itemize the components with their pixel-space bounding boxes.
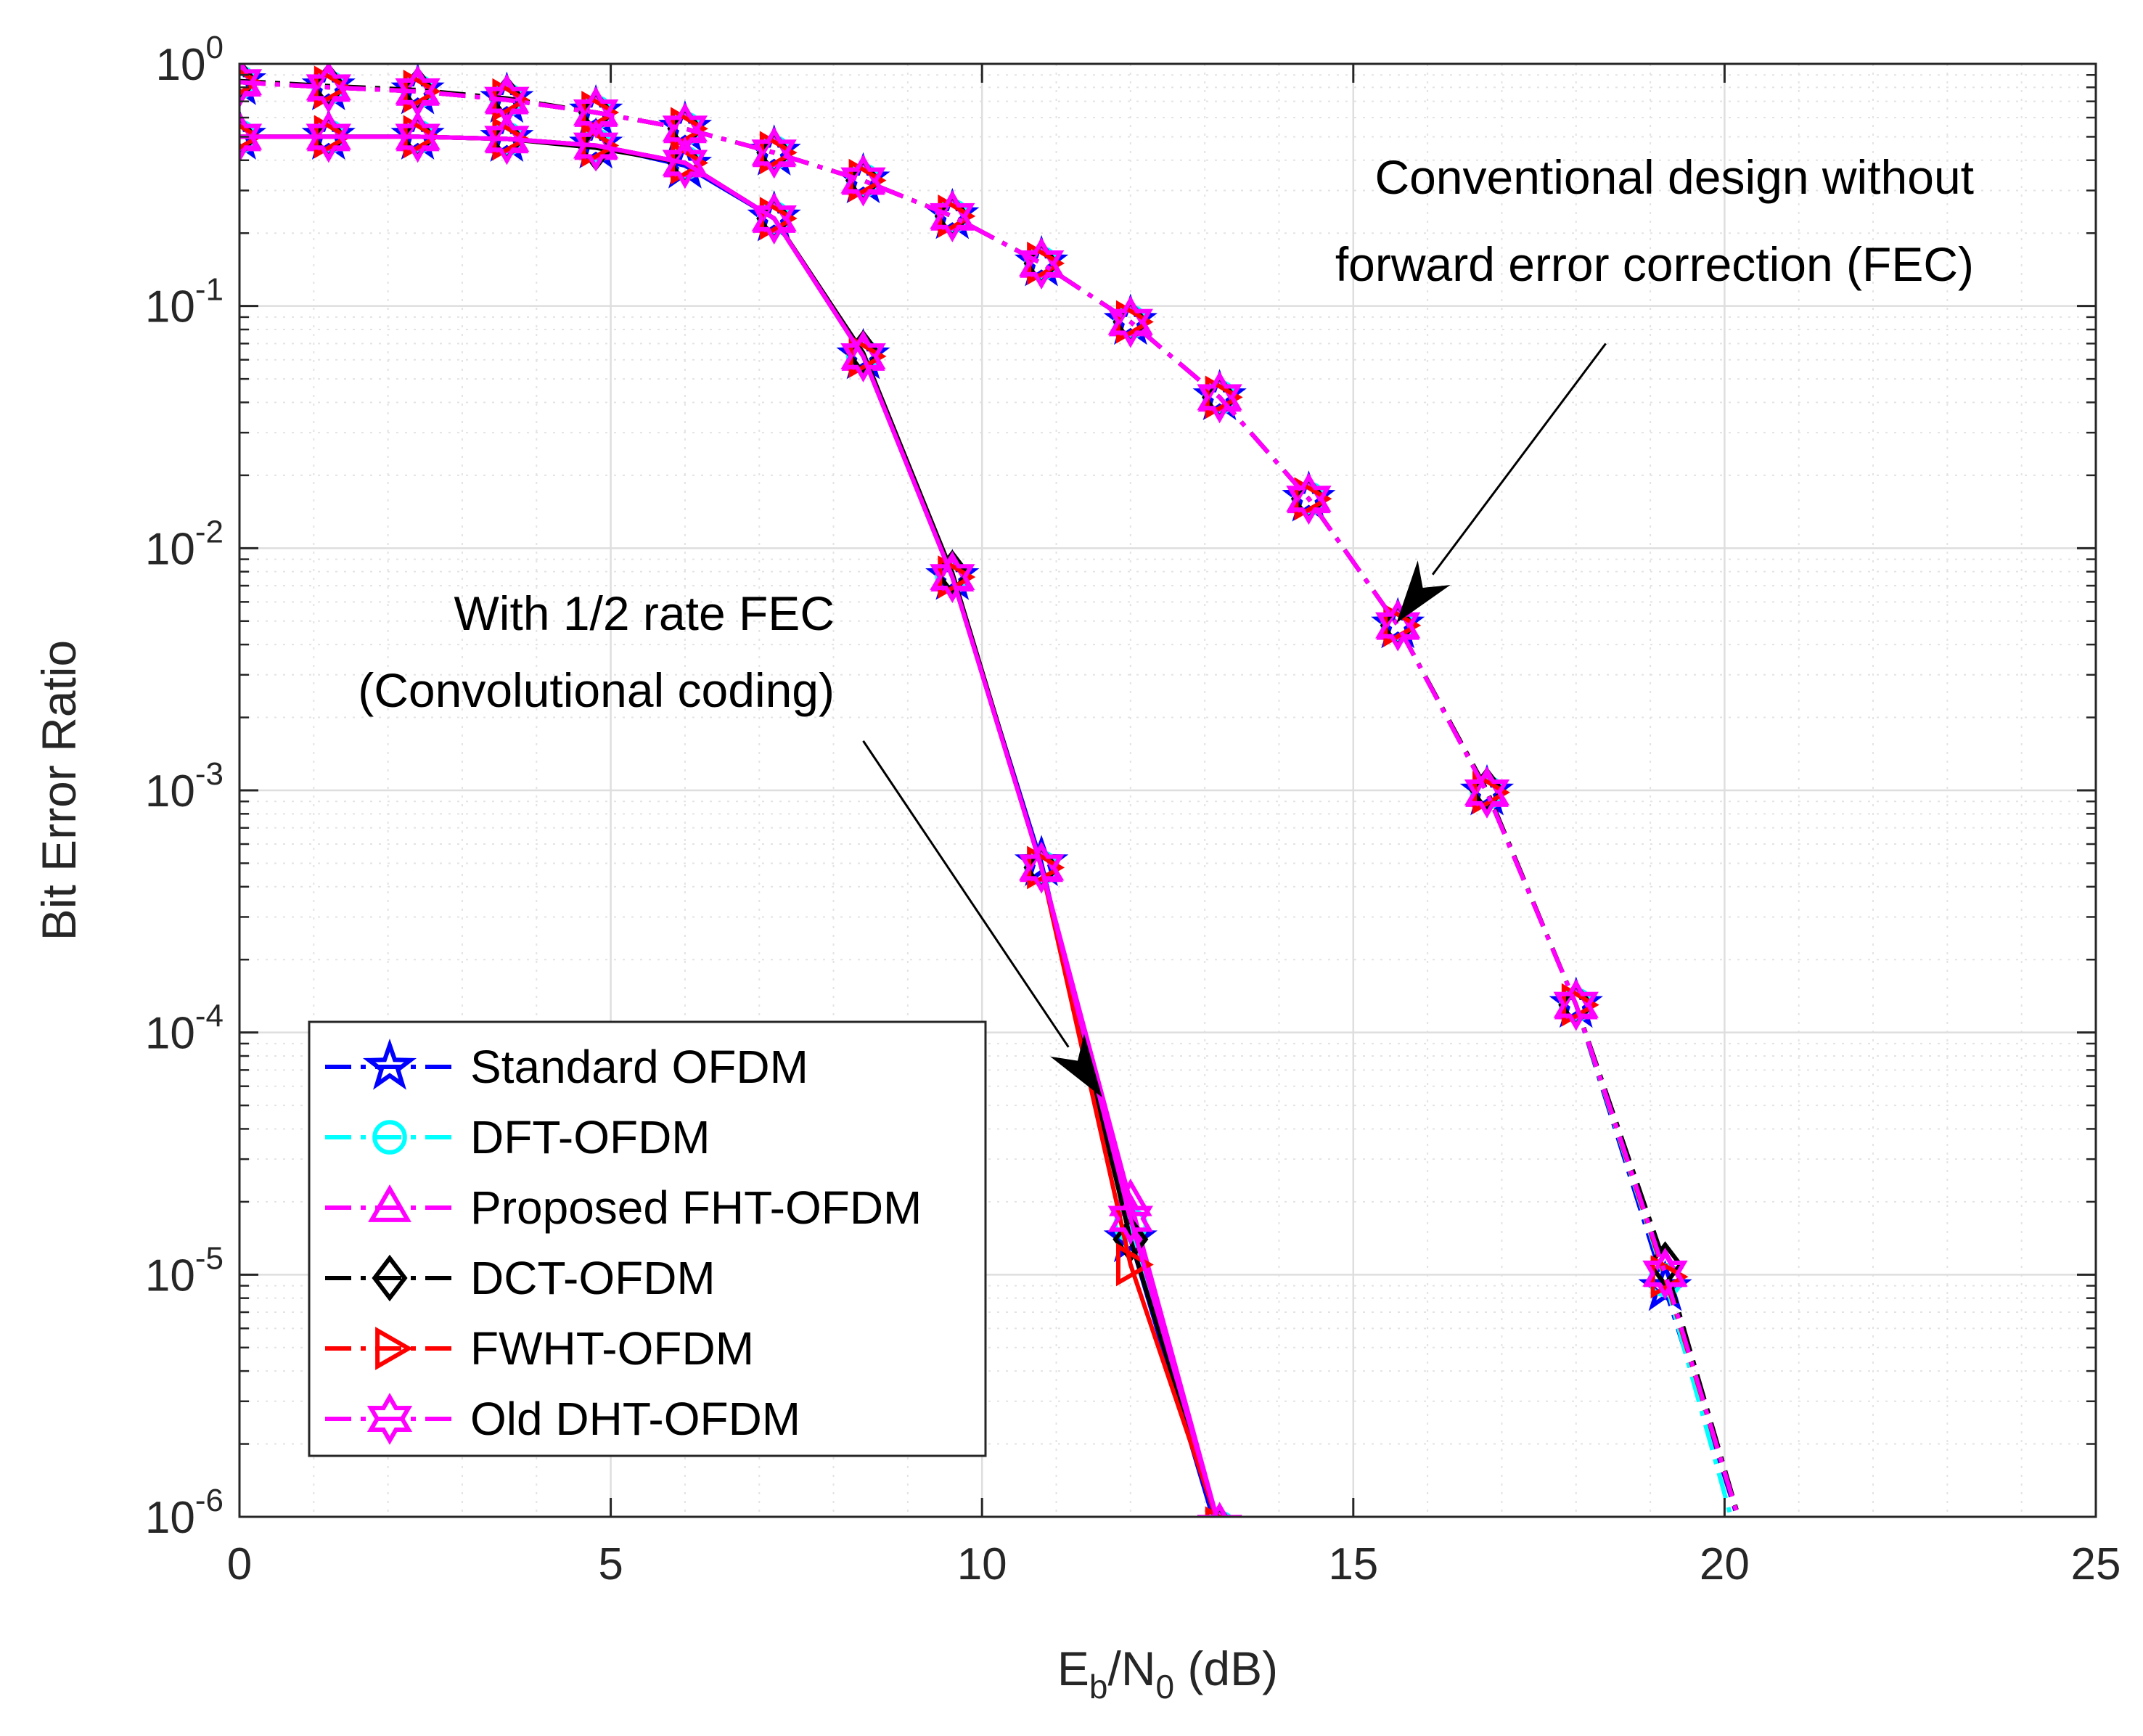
annotation-arrow-head bbox=[1050, 1033, 1102, 1097]
data-point-coded bbox=[1107, 1192, 1153, 1245]
legend-marker bbox=[375, 1327, 414, 1370]
legend-entry: Standard OFDM bbox=[325, 1038, 808, 1093]
data-point-uncoded bbox=[306, 64, 351, 114]
y-axis-title: Bit Error Ratio bbox=[32, 640, 86, 941]
y-tick-label: 10-1 bbox=[145, 272, 224, 332]
y-tick-exponent: 0 bbox=[206, 30, 224, 65]
x-axis-title-sub-0: 0 bbox=[1156, 1668, 1175, 1706]
annotation-arrow-head bbox=[1396, 560, 1451, 623]
annotation-text-line: With 1/2 rate FEC bbox=[454, 586, 835, 640]
data-point-uncoded bbox=[1286, 472, 1332, 525]
x-tick-label: 0 bbox=[227, 1539, 252, 1589]
legend-entry: DFT-OFDM bbox=[325, 1111, 710, 1163]
x-axis-title-main: E bbox=[1057, 1642, 1089, 1695]
y-tick-exponent: -4 bbox=[195, 999, 224, 1034]
y-tick-label: 10-3 bbox=[145, 756, 224, 816]
y-tick-label: 10-4 bbox=[145, 999, 224, 1059]
data-point-coded bbox=[1018, 841, 1065, 894]
data-point-coded bbox=[239, 110, 263, 163]
data-point-uncoded bbox=[1553, 978, 1599, 1031]
annotation-text-line: forward error correction (FEC) bbox=[1335, 237, 1974, 291]
y-tick-base: 10 bbox=[145, 524, 195, 574]
x-tick-label: 25 bbox=[2071, 1539, 2121, 1589]
legend-label: Standard OFDM bbox=[470, 1041, 808, 1093]
data-point-coded bbox=[930, 551, 975, 604]
annotation-text-line: (Convolutional coding) bbox=[358, 663, 835, 717]
legend-marker bbox=[362, 1038, 417, 1090]
y-tick-base: 10 bbox=[156, 40, 206, 90]
legend-entry: Old DHT-OFDM bbox=[325, 1393, 800, 1445]
data-point-uncoded bbox=[930, 189, 975, 242]
y-tick-label: 10-5 bbox=[145, 1240, 224, 1301]
annotations: Conventional design without forward error… bbox=[358, 150, 1974, 1097]
data-point-uncoded bbox=[1018, 237, 1065, 290]
annotation-uncoded-note: Conventional design without forward error… bbox=[1335, 150, 1974, 623]
legend-box bbox=[308, 1020, 987, 1457]
legend-label: DCT-OFDM bbox=[470, 1252, 716, 1304]
y-tick-label: 10-2 bbox=[145, 514, 224, 574]
data-point-coded bbox=[840, 329, 886, 382]
legend-label: FWHT-OFDM bbox=[470, 1322, 754, 1375]
legend: Standard OFDM DFT-OFDM Proposed FHT-OFDM DC… bbox=[308, 1020, 987, 1457]
data-point-coded bbox=[662, 136, 708, 189]
annotation-arrow-line bbox=[862, 740, 1070, 1048]
legend-marker bbox=[366, 1393, 413, 1445]
x-tick-label: 5 bbox=[598, 1539, 623, 1589]
y-tick-exponent: -2 bbox=[195, 514, 224, 549]
x-tick-label: 10 bbox=[957, 1539, 1007, 1589]
x-axis-title-sub-b: b bbox=[1089, 1668, 1108, 1706]
y-tick-base: 10 bbox=[145, 1493, 195, 1543]
x-axis-title: Eb/N0 (dB) bbox=[1057, 1642, 1278, 1706]
y-tick-base: 10 bbox=[145, 282, 195, 332]
data-point-uncoded bbox=[840, 154, 886, 207]
data-point-uncoded bbox=[751, 126, 797, 179]
y-tick-base: 10 bbox=[145, 1009, 195, 1059]
data-point-uncoded bbox=[239, 68, 263, 96]
y-tick-exponent: -5 bbox=[195, 1240, 224, 1276]
data-point-uncoded bbox=[662, 102, 708, 155]
data-point-uncoded bbox=[1197, 371, 1242, 424]
data-point-coded bbox=[1115, 1242, 1154, 1287]
x-tick-label: 15 bbox=[1328, 1539, 1378, 1589]
series-layer bbox=[239, 64, 1741, 1517]
legend-entry: FWHT-OFDM bbox=[325, 1322, 754, 1375]
data-point-coded bbox=[573, 119, 619, 172]
legend-label: DFT-OFDM bbox=[470, 1111, 710, 1163]
data-point-uncoded bbox=[239, 64, 258, 105]
legend-marker bbox=[368, 1184, 411, 1222]
data-point-coded bbox=[239, 123, 263, 150]
legend-entry: Proposed FHT-OFDM bbox=[325, 1182, 922, 1234]
y-tick-exponent: -6 bbox=[195, 1483, 224, 1518]
y-tick-label: 100 bbox=[156, 30, 224, 90]
data-point-coded bbox=[395, 110, 441, 163]
series-old-dht-ofdm bbox=[239, 64, 1741, 1517]
legend-entry: DCT-OFDM bbox=[325, 1252, 716, 1304]
data-point-uncoded bbox=[1107, 295, 1153, 348]
y-tick-base: 10 bbox=[145, 766, 195, 816]
y-tick-base: 10 bbox=[145, 1250, 195, 1301]
data-point-uncoded bbox=[573, 86, 619, 139]
annotation-text-line: Conventional design without bbox=[1374, 150, 1974, 204]
data-point-uncoded bbox=[1464, 766, 1510, 819]
data-point-uncoded bbox=[1375, 599, 1421, 652]
y-tick-label: 10-6 bbox=[145, 1483, 224, 1543]
x-axis-title-tail: (dB) bbox=[1174, 1642, 1278, 1695]
data-point-coded bbox=[306, 110, 351, 163]
y-tick-exponent: -1 bbox=[195, 272, 224, 308]
annotation-arrow-line bbox=[1431, 343, 1607, 576]
data-point-uncoded bbox=[1642, 1247, 1688, 1300]
legend-label: Proposed FHT-OFDM bbox=[470, 1182, 922, 1234]
annotation-coded-note: With 1/2 rate FEC (Convolutional coding) bbox=[358, 586, 1102, 1097]
x-tick-label: 20 bbox=[1700, 1539, 1750, 1589]
data-point-coded bbox=[484, 112, 530, 165]
legend-marker bbox=[372, 1120, 407, 1155]
data-point-coded bbox=[751, 192, 797, 245]
x-axis-title-slash: /N bbox=[1108, 1642, 1156, 1695]
legend-label: Old DHT-OFDM bbox=[470, 1393, 800, 1445]
y-tick-exponent: -3 bbox=[195, 756, 224, 792]
legend-marker bbox=[372, 1254, 408, 1302]
data-point-uncoded bbox=[239, 64, 263, 109]
